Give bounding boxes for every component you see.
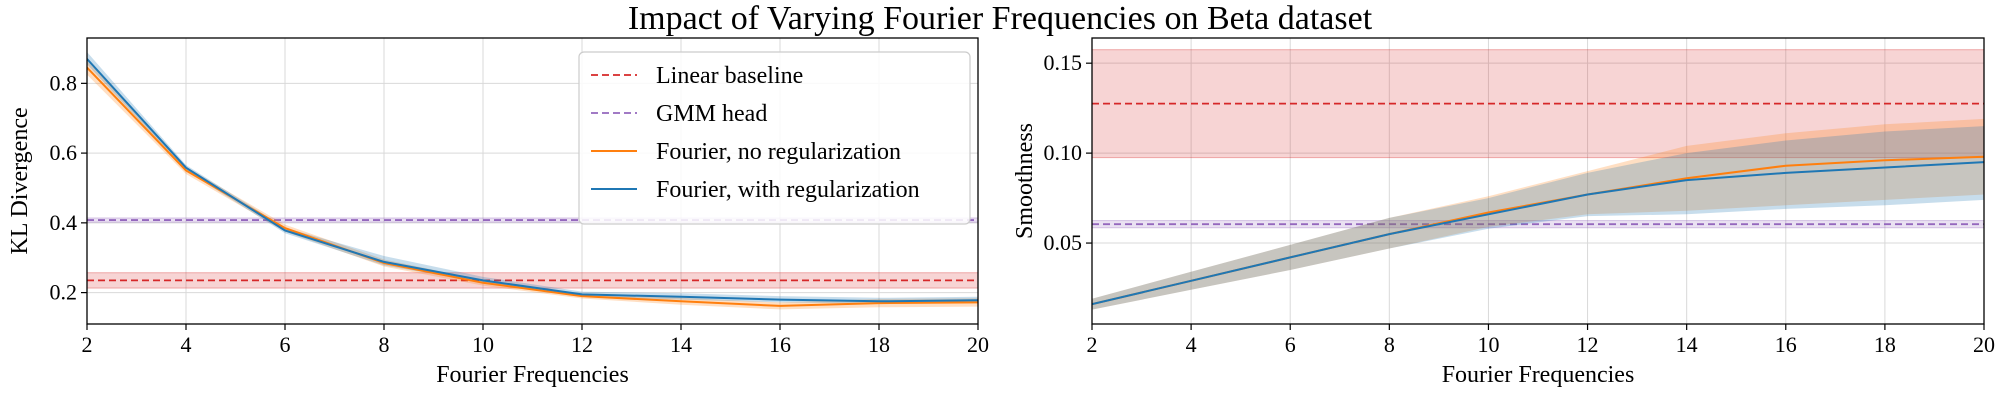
legend-label-linear-baseline: Linear baseline (656, 63, 803, 89)
legend-label-gmm-head: GMM head (656, 101, 767, 127)
x-tick-label: 6 (280, 332, 291, 357)
x-tick-label: 10 (1477, 332, 1499, 357)
y-axis-label: KL Divergence (7, 107, 33, 254)
axes-frame (86, 37, 979, 325)
legend: Linear baseline GMM head Fourier, no regul… (578, 51, 971, 225)
y-tick-label: 0.15 (1044, 50, 1083, 75)
plot-area (1092, 49, 1984, 310)
x-tick-label: 8 (379, 332, 390, 357)
x-tick-label: 18 (1874, 332, 1896, 357)
x-tick-label: 16 (769, 332, 791, 357)
plot-area (87, 52, 978, 310)
x-tick-label: 14 (1676, 332, 1698, 357)
fourier-with-regularization-band (1092, 126, 1984, 310)
smoothness-subplot: 2 4 6 8 10 12 14 16 18 20 0.05 0.10 0.15 Fourier Freq… (1012, 37, 1995, 388)
y-tick-label: 0.10 (1044, 140, 1083, 165)
x-tick-label: 6 (1285, 332, 1296, 357)
legend-label-fourier-no-regularization: Fourier, no regularization (656, 139, 901, 165)
fourier-with-regularization-line (1092, 161, 1984, 306)
x-tick-label: 2 (82, 332, 93, 357)
y-axis-label: Smoothness (1012, 123, 1038, 239)
fourier-with-regularization-line (87, 58, 978, 303)
x-tick-label: 4 (181, 332, 192, 357)
x-ticks: 2 4 6 8 10 12 14 16 18 20 (82, 324, 989, 357)
x-tick-label: 8 (1384, 332, 1395, 357)
kl-divergence-subplot: 2 4 6 8 10 12 14 16 18 20 0.2 0.4 0.6 0.8 Fourier Freq… (7, 37, 989, 388)
x-tick-label: 16 (1775, 332, 1797, 357)
y-ticks: 0.2 0.4 0.6 0.8 (50, 70, 87, 305)
figure-title: Impact of Varying Fourier Frequencies on… (628, 0, 1373, 37)
fourier-no-regularization-band (1092, 118, 1984, 310)
y-tick-label: 0.8 (50, 70, 78, 95)
grid-lines (1091, 38, 1985, 324)
x-tick-label: 12 (1577, 332, 1599, 357)
x-tick-label: 12 (571, 332, 593, 357)
x-tick-label: 20 (1973, 332, 1995, 357)
y-tick-label: 0.2 (50, 280, 78, 305)
legend-frame (578, 51, 971, 225)
y-tick-label: 0.05 (1044, 230, 1083, 255)
x-ticks: 2 4 6 8 10 12 14 16 18 20 (1087, 324, 1995, 357)
x-tick-label: 18 (868, 332, 890, 357)
legend-label-fourier-with-regularization: Fourier, with regularization (656, 177, 920, 203)
fourier-with-regularization-band (87, 52, 978, 304)
x-axis-label: Fourier Frequencies (1442, 362, 1635, 388)
axes-frame (1091, 37, 1985, 325)
x-axis-label: Fourier Frequencies (436, 362, 629, 388)
x-tick-label: 20 (967, 332, 989, 357)
x-tick-label: 2 (1087, 332, 1098, 357)
x-tick-label: 14 (670, 332, 692, 357)
x-tick-label: 10 (472, 332, 494, 357)
y-ticks: 0.05 0.10 0.15 (1044, 50, 1092, 255)
y-tick-label: 0.4 (50, 210, 78, 235)
y-tick-label: 0.6 (50, 140, 78, 165)
x-tick-label: 4 (1186, 332, 1197, 357)
